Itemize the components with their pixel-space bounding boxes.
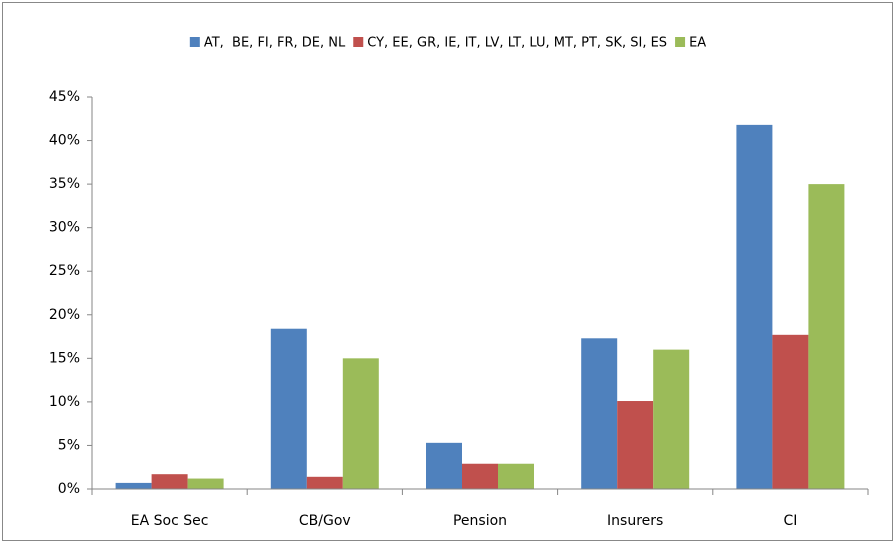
y-tick-label: 45%	[49, 89, 80, 105]
legend-swatch	[675, 37, 686, 47]
bar	[617, 401, 654, 489]
y-tick-label: 25%	[49, 263, 80, 279]
y-tick-label: 5%	[58, 437, 80, 453]
bar	[306, 476, 343, 489]
legend-label: AT, BE, FI, FR, DE, NL	[204, 36, 346, 51]
x-tick-label: EA Soc Sec	[131, 513, 209, 529]
legend-label: CY, EE, GR, IE, IT, LV, LT, LU, MT, PT, …	[367, 36, 667, 51]
y-tick-label: 15%	[49, 350, 80, 366]
bar	[187, 478, 224, 489]
bar	[808, 184, 845, 489]
y-tick-label: 30%	[49, 220, 80, 236]
bar	[115, 482, 152, 489]
legend-swatch	[189, 37, 200, 47]
y-tick-label: 40%	[49, 133, 80, 149]
y-tick-label: 20%	[49, 307, 80, 323]
bar	[426, 442, 462, 489]
bar	[653, 349, 690, 489]
x-tick-label: Insurers	[607, 513, 663, 529]
legend: AT, BE, FI, FR, DE, NL CY, EE, GR, IE, IT…	[189, 36, 706, 51]
bar	[462, 463, 498, 489]
bar	[736, 124, 773, 490]
y-tick-label: 35%	[49, 176, 80, 192]
y-tick-label: 10%	[49, 394, 80, 410]
x-tick-label: CB/Gov	[299, 513, 351, 529]
bar	[772, 334, 809, 489]
x-tick-label: Pension	[453, 513, 507, 529]
bar	[151, 474, 188, 489]
y-tick-label: 0%	[58, 481, 80, 497]
legend-label: EA	[689, 36, 706, 51]
legend-swatch	[353, 37, 364, 47]
bar	[581, 338, 618, 489]
bar	[498, 463, 534, 489]
x-tick-label: CI	[783, 513, 797, 529]
bar	[270, 328, 307, 489]
bar	[342, 358, 379, 489]
